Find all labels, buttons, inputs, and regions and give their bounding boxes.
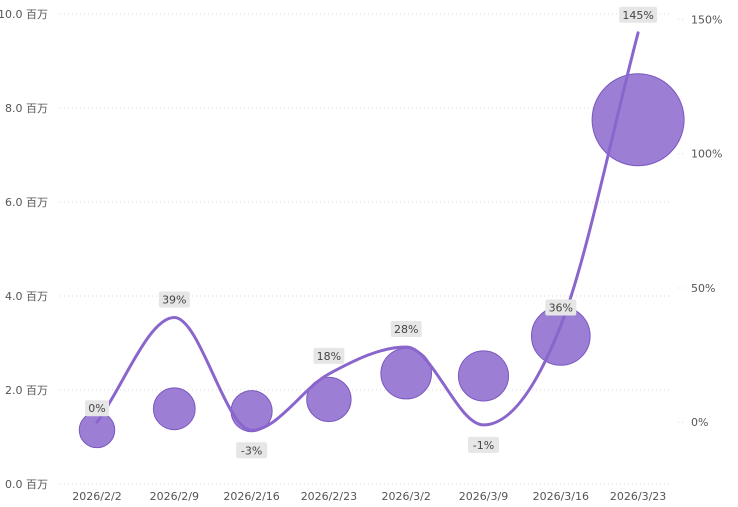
x-axis-tick-label: 2026/3/2 [381, 490, 430, 503]
data-label-background [85, 400, 109, 417]
x-axis-tick-label: 2026/2/2 [72, 490, 121, 503]
bubble-point [457, 350, 510, 402]
bubble-series [78, 73, 685, 449]
data-label-background [468, 436, 499, 453]
x-axis-tick-label: 2026/3/23 [610, 490, 666, 503]
right-axis-tick-label: 0% [691, 416, 708, 429]
growth-line [95, 31, 640, 432]
data-label: 39% [158, 291, 190, 308]
x-axis: 2026/2/2 2026/2/9 2026/2/16 2026/2/23 2026/3… [72, 490, 666, 503]
right-axis-tick-label: 150% [691, 13, 722, 26]
data-label-background [545, 299, 577, 316]
left-axis-tick-label: 0.0 百万 [5, 478, 48, 491]
x-axis-tick-label: 2026/3/9 [459, 490, 508, 503]
left-axis-tick-label: 10.0 百万 [0, 8, 48, 21]
data-label-background [236, 442, 268, 459]
left-axis-tick-label: 2.0 百万 [5, 384, 48, 397]
data-labels: 0% 39% -3% 18% 28% -1% 36% 145% [85, 6, 658, 459]
data-label: -3% [236, 442, 268, 459]
data-label-background [619, 6, 658, 23]
x-axis-tick-label: 2026/2/16 [223, 490, 279, 503]
data-label-text: 28% [394, 323, 418, 336]
right-axis-tick-label: 50% [691, 282, 715, 295]
x-axis-tick-label: 2026/3/16 [533, 490, 589, 503]
left-axis-tick-label: 4.0 百万 [5, 290, 48, 303]
data-label-background [390, 321, 422, 338]
data-label-text: 39% [162, 293, 186, 306]
right-axis-tick-label: 100% [691, 148, 722, 161]
data-label-background [158, 291, 190, 308]
data-label: -1% [468, 436, 499, 453]
data-label: 145% [619, 6, 658, 23]
bubble-point [152, 387, 196, 431]
x-axis-tick-label: 2026/2/9 [150, 490, 199, 503]
data-label-text: 145% [622, 9, 653, 22]
bubble-point [591, 73, 685, 167]
bubble-point [306, 376, 352, 423]
data-label: 28% [390, 321, 422, 338]
left-axis: 0.0 百万 2.0 百万 4.0 百万 6.0 百万 8.0 百万 10.0 百万 [0, 8, 48, 491]
data-label: 0% [85, 400, 109, 417]
left-axis-tick-label: 6.0 百万 [5, 196, 48, 209]
line-series [95, 31, 640, 432]
data-label-text: -1% [473, 439, 494, 452]
data-label-text: 36% [549, 302, 573, 315]
data-label-text: 18% [317, 350, 341, 363]
bubble-point [78, 411, 116, 449]
left-axis-tick-label: 8.0 百万 [5, 102, 48, 115]
right-axis: 0% 50% 100% 150% [678, 13, 722, 429]
data-label: 18% [313, 347, 345, 364]
data-label-text: -3% [241, 444, 262, 457]
x-axis-tick-label: 2026/2/23 [301, 490, 357, 503]
data-label: 36% [545, 299, 577, 316]
gridlines [60, 13, 672, 485]
data-label-background [313, 347, 345, 364]
data-label-text: 0% [88, 402, 105, 415]
